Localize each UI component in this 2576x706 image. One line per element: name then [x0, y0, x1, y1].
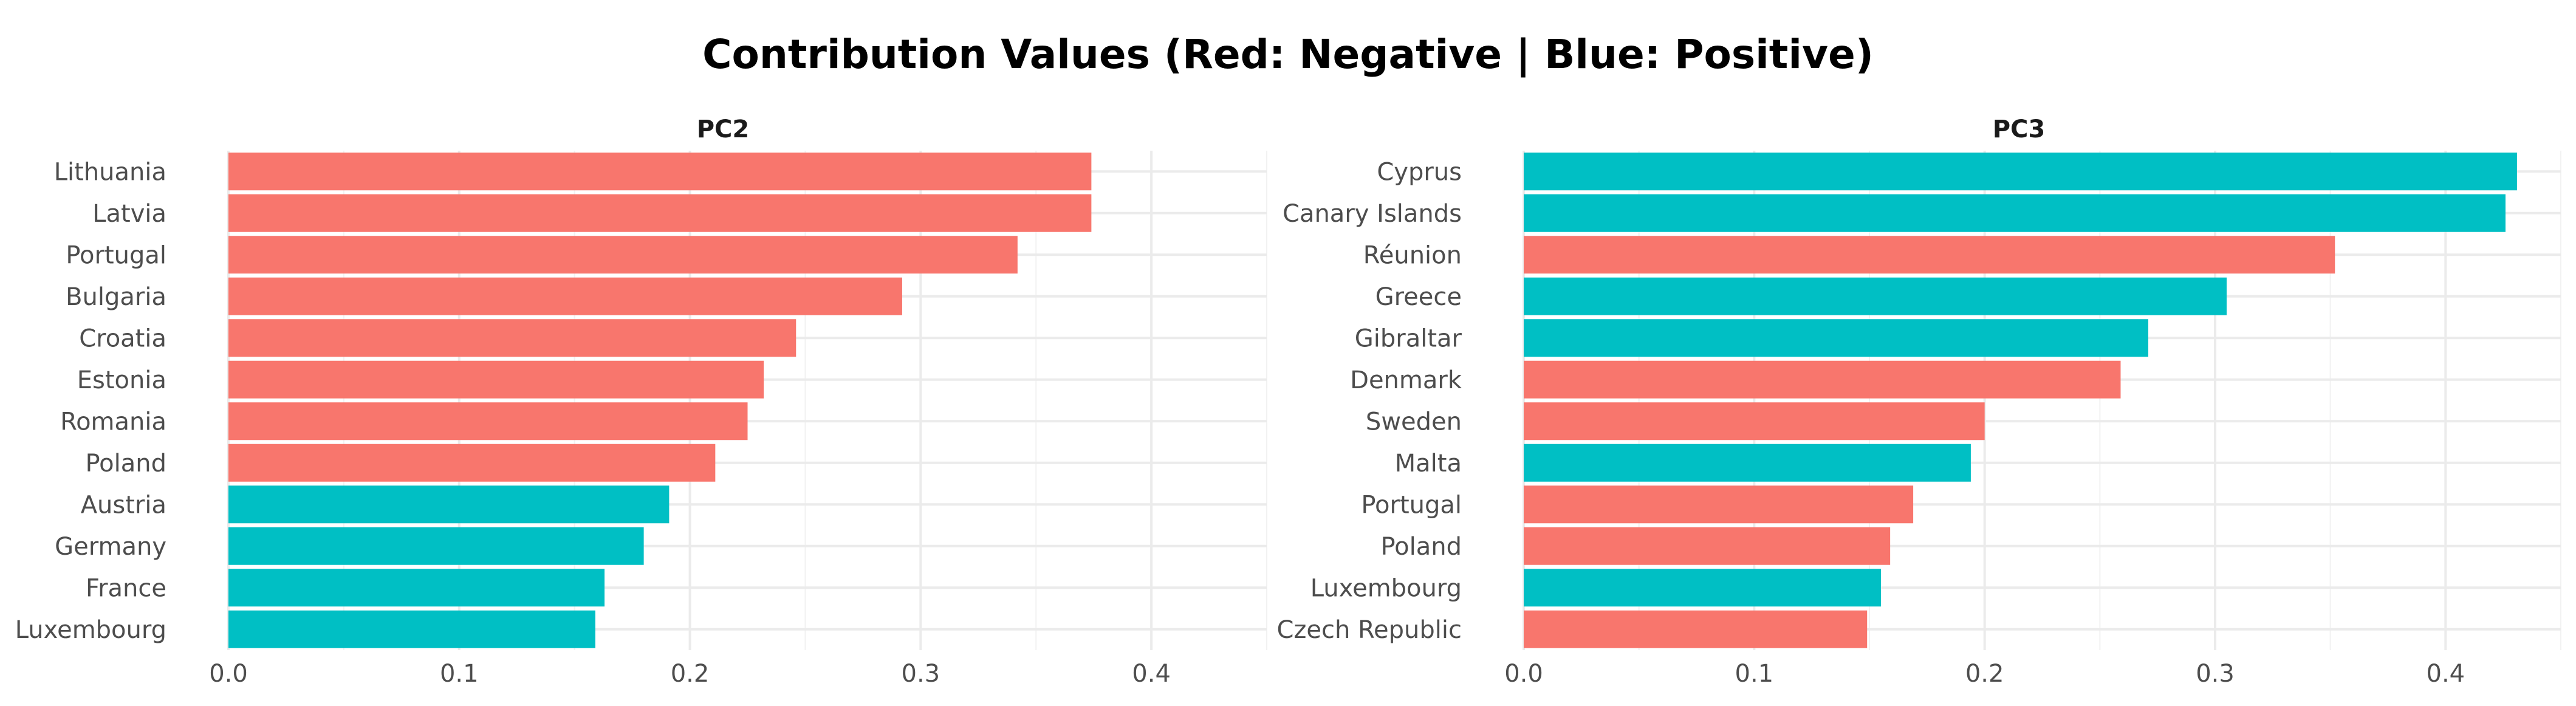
y-tick-label: Poland — [1380, 533, 1462, 561]
y-tick-label: Bulgaria — [66, 283, 166, 311]
y-tick-label: Denmark — [1350, 366, 1462, 394]
y-tick-label: Romania — [60, 408, 166, 436]
x-tick-label: 0.3 — [2196, 660, 2235, 688]
y-tick-label: Gibraltar — [1355, 324, 1462, 352]
x-tick-label: 0.4 — [2427, 660, 2465, 688]
bar — [228, 569, 605, 607]
y-tick-label: Luxembourg — [15, 616, 166, 644]
bar — [228, 444, 716, 482]
panel-pc2: PC2 Lithuania Latvia Portugal Bulgaria Croati… — [15, 115, 1267, 688]
x-tick-label: 0.0 — [1504, 660, 1543, 688]
bar — [228, 360, 764, 399]
y-tick-label: Portugal — [66, 241, 166, 269]
bar — [1524, 444, 1971, 482]
x-tick-label: 0.0 — [209, 660, 248, 688]
bar — [228, 485, 670, 524]
x-tick-label: 0.3 — [902, 660, 940, 688]
bar — [1524, 153, 2517, 191]
bar — [1524, 610, 1868, 648]
y-tick-label: Czech Republic — [1276, 616, 1462, 644]
bar — [1524, 402, 1985, 440]
y-tick-label: Portugal — [1361, 491, 1462, 519]
y-tick-label: Lithuania — [54, 158, 166, 186]
y-tick-label: Sweden — [1366, 408, 1462, 436]
panel-title: PC3 — [1993, 115, 2046, 143]
bar — [228, 402, 748, 440]
bar — [1524, 319, 2148, 357]
y-tick-label: France — [86, 574, 166, 602]
bar — [1524, 527, 1891, 565]
x-tick-label: 0.2 — [671, 660, 710, 688]
y-tick-label: Luxembourg — [1310, 574, 1462, 602]
x-tick-label: 0.4 — [1132, 660, 1171, 688]
y-tick-label: Austria — [81, 491, 166, 519]
bar — [228, 194, 1092, 232]
y-tick-label: Canary Islands — [1283, 200, 1462, 228]
bar — [1524, 236, 2335, 274]
bar — [1524, 360, 2121, 399]
bar — [228, 610, 595, 648]
bar — [1524, 485, 1914, 524]
bar — [228, 319, 796, 357]
bar — [228, 527, 644, 565]
x-tick-label: 0.1 — [440, 660, 479, 688]
panels: PC2 Lithuania Latvia Portugal Bulgaria Croati… — [15, 115, 2561, 688]
bar — [228, 277, 902, 315]
bar — [1524, 569, 1881, 607]
bar — [228, 236, 1018, 274]
bar — [1524, 277, 2227, 315]
panel-title: PC2 — [697, 115, 750, 143]
y-tick-label: Germany — [55, 533, 166, 561]
x-tick-label: 0.2 — [1965, 660, 2004, 688]
y-tick-label: Cyprus — [1377, 158, 1462, 186]
bar — [228, 153, 1092, 191]
chart-title: Contribution Values (Red: Negative | Blu… — [702, 31, 1874, 78]
y-tick-label: Latvia — [92, 200, 166, 228]
y-tick-label: Greece — [1375, 283, 1462, 311]
y-tick-label: Poland — [85, 450, 166, 478]
bar — [1524, 194, 2506, 232]
x-tick-label: 0.1 — [1735, 660, 1774, 688]
panel-pc3: PC3 Cyprus Canary Islands Réunion Greece Gibr… — [1276, 115, 2561, 688]
y-tick-label: Croatia — [79, 324, 166, 352]
y-tick-label: Malta — [1395, 450, 1462, 478]
y-tick-label: Réunion — [1363, 241, 1462, 269]
y-tick-label: Estonia — [77, 366, 166, 394]
